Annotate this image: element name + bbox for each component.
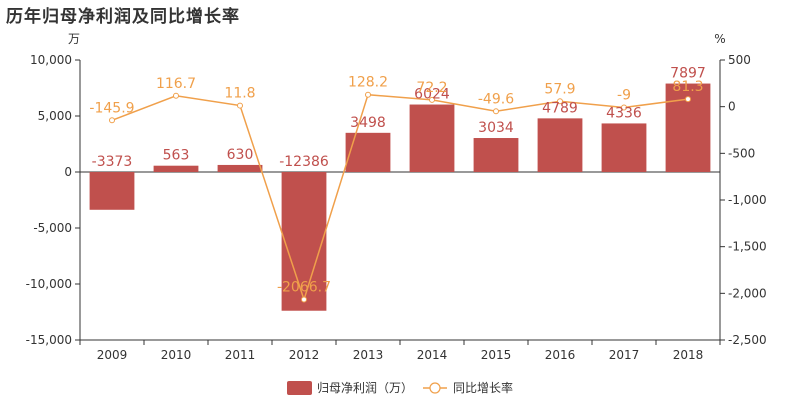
right-tick-label: -500 — [728, 146, 755, 160]
bar — [281, 172, 327, 311]
bar-data-label: 4789 — [542, 100, 578, 116]
axes-group: 10,000 5,000 0 -5,000 -10,000 -15,000 500 0 -500… — [26, 32, 767, 362]
line-data-label: 81.3 — [672, 79, 703, 95]
x-tick-label: 2015 — [481, 348, 512, 362]
bar-data-label: 563 — [163, 148, 190, 164]
x-tick-label: 2011 — [225, 348, 256, 362]
x-tick-label: 2016 — [545, 348, 576, 362]
bar-data-label: 3498 — [350, 115, 386, 131]
line-data-label: 116.7 — [156, 76, 196, 92]
bar — [601, 123, 647, 172]
bar — [153, 165, 199, 172]
right-tick-label: -1,500 — [728, 240, 767, 254]
x-tick-label: 2017 — [609, 348, 640, 362]
left-axis-unit: 万 — [68, 32, 80, 46]
left-tick-label: 0 — [64, 165, 72, 179]
bar — [345, 132, 391, 172]
legend-bar-label: 归母净利润（万） — [317, 381, 413, 395]
bars-group — [89, 83, 711, 311]
chart-title: 历年归母净利润及同比增长率 — [6, 7, 240, 27]
growth-point — [557, 98, 563, 105]
bar — [537, 118, 583, 172]
bar-data-label: 6024 — [414, 87, 450, 103]
line-data-label: -49.6 — [478, 91, 514, 107]
right-tick-label: -1,000 — [728, 193, 767, 207]
labels-group: -3373 563 630 -12386 3498 6024 3034 4789 4336 789… — [89, 66, 705, 296]
growth-point — [429, 96, 435, 103]
x-tick-label: 2018 — [673, 348, 704, 362]
bar — [473, 138, 519, 172]
growth-line — [111, 93, 689, 303]
line-data-label: -145.9 — [89, 100, 134, 116]
legend-group: 归母净利润（万） 同比增长率 — [287, 380, 513, 395]
growth-point — [493, 108, 499, 115]
right-axis-unit: % — [714, 32, 725, 46]
line-data-label: 128.2 — [348, 75, 388, 91]
legend-line-marker — [429, 382, 441, 394]
left-tick-label: 5,000 — [38, 109, 72, 123]
left-tick-label: -15,000 — [26, 333, 72, 347]
bar — [409, 104, 455, 172]
line-data-label: -9 — [617, 88, 631, 104]
legend-bar-swatch — [287, 381, 312, 395]
bar-data-label: 630 — [227, 147, 254, 163]
growth-point — [621, 104, 627, 111]
line-data-label: -2066.7 — [277, 280, 331, 296]
left-tick-label: -5,000 — [33, 221, 72, 235]
bar-data-label: 7897 — [670, 66, 706, 82]
right-tick-label: 0 — [728, 100, 736, 114]
left-tick-label: 10,000 — [30, 53, 72, 67]
growth-point — [173, 92, 179, 99]
growth-point — [109, 117, 115, 124]
bar-data-label: -3373 — [92, 154, 133, 170]
x-tick-label: 2012 — [289, 348, 320, 362]
bar — [89, 172, 135, 210]
x-tick-label: 2013 — [353, 348, 384, 362]
growth-point — [365, 91, 371, 98]
line-group — [109, 91, 691, 303]
bar-data-label: 3034 — [478, 120, 514, 136]
right-tick-label: -2,000 — [728, 286, 767, 300]
right-tick-label: -2,500 — [728, 333, 767, 347]
growth-point — [237, 102, 243, 109]
x-tick-label: 2010 — [161, 348, 192, 362]
growth-point — [685, 96, 691, 103]
line-data-label: 57.9 — [544, 81, 575, 97]
left-tick-label: -10,000 — [26, 277, 72, 291]
right-tick-label: 500 — [728, 53, 751, 67]
growth-point — [301, 296, 307, 303]
x-tick-label: 2009 — [97, 348, 128, 362]
x-tick-label: 2014 — [417, 348, 448, 362]
legend-line-label: 同比增长率 — [453, 380, 513, 395]
bar-data-label: -12386 — [279, 154, 329, 170]
line-data-label: 11.8 — [224, 86, 255, 102]
bar — [217, 164, 263, 172]
bar-data-label: 4336 — [606, 105, 642, 121]
line-data-label: 72.2 — [416, 80, 447, 96]
